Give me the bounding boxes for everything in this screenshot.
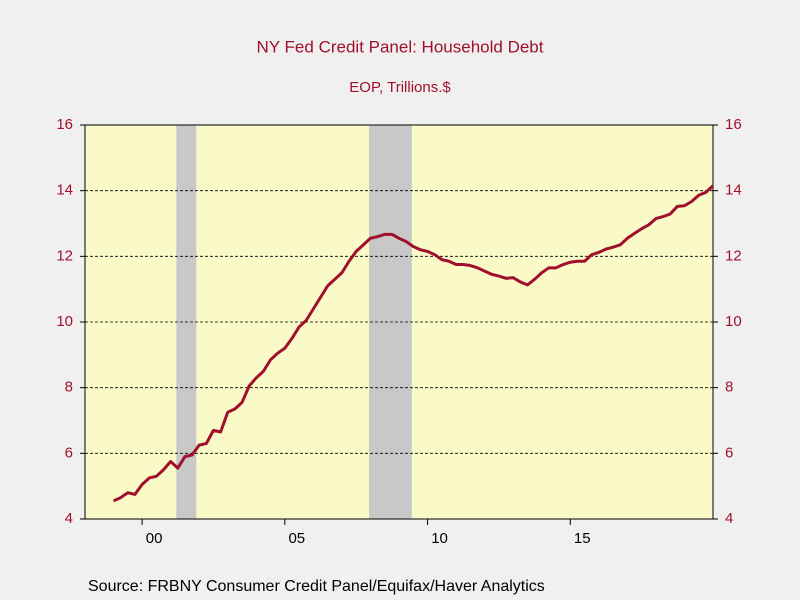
- y-tick-label: 4: [65, 510, 73, 527]
- y-tick-label: 14: [56, 182, 73, 199]
- y2-tick-label: 14: [725, 182, 742, 199]
- x-tick-label: 15: [574, 530, 591, 547]
- y2-tick-label: 10: [725, 313, 742, 330]
- y2-tick-label: 16: [725, 116, 742, 133]
- chart-subtitle: EOP, Trillions.$: [349, 79, 451, 96]
- y2-tick-label: 4: [725, 510, 733, 527]
- y-tick-label: 10: [56, 313, 73, 330]
- x-tick-label: 10: [431, 530, 448, 547]
- plot-frame: [84, 124, 714, 520]
- chart-title: NY Fed Credit Panel: Household Debt: [257, 37, 544, 56]
- y-tick-label: 16: [56, 116, 73, 133]
- y2-tick-label: 6: [725, 444, 733, 461]
- y2-tick-label: 8: [725, 379, 733, 396]
- source-note: Source: FRBNY Consumer Credit Panel/Equi…: [88, 578, 545, 595]
- y-tick-label: 6: [65, 444, 73, 461]
- x-tick-label: 00: [146, 530, 163, 547]
- x-tick-label: 05: [288, 530, 305, 547]
- series-line: [112, 184, 715, 503]
- y-tick-label: 12: [56, 247, 73, 264]
- y-tick-label: 8: [65, 379, 73, 396]
- y2-tick-label: 12: [725, 247, 742, 264]
